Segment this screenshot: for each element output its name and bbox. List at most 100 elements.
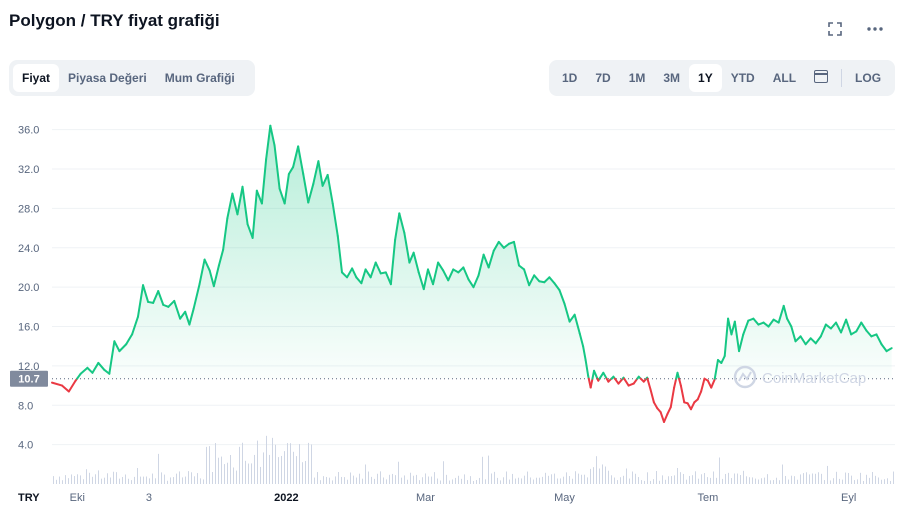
- volume-bar: [383, 477, 384, 484]
- volume-bar: [380, 471, 381, 484]
- volume-bar: [566, 472, 567, 484]
- price-line-segment: [412, 251, 420, 274]
- volume-bar: [212, 472, 213, 484]
- tab-price[interactable]: Fiyat: [13, 64, 60, 92]
- range-3m[interactable]: 3M: [663, 71, 681, 85]
- volume-bar: [320, 480, 321, 484]
- volume-bar: [149, 478, 150, 484]
- volume-bar: [98, 470, 99, 484]
- volume-bar: [770, 480, 771, 484]
- volume-bar: [812, 473, 813, 484]
- price-line-segment: [865, 329, 873, 338]
- price-line-segment: [673, 377, 678, 389]
- price-line-segment: [666, 406, 672, 416]
- volume-bar: [476, 480, 477, 484]
- volume-bar: [323, 476, 324, 484]
- price-line-segment: [198, 258, 206, 286]
- volume-bar: [80, 475, 81, 484]
- volume-bar: [533, 479, 534, 484]
- price-line-segment: [188, 307, 195, 326]
- volume-bar: [374, 478, 375, 484]
- price-line-segment: [152, 290, 160, 304]
- tab-market-cap[interactable]: Piyasa Değeri: [68, 71, 147, 85]
- calendar-icon[interactable]: [805, 64, 837, 92]
- volume-bar: [560, 478, 561, 484]
- volume-bar: [353, 475, 354, 484]
- y-tick-label: 24.0: [18, 243, 39, 255]
- volume-bar: [314, 477, 315, 484]
- volume-bar: [587, 477, 588, 484]
- volume-bar: [857, 479, 858, 484]
- volume-bar: [194, 476, 195, 484]
- range-all[interactable]: ALL: [772, 71, 797, 85]
- price-line-segment: [457, 266, 465, 274]
- range-1d[interactable]: 1D: [562, 71, 578, 85]
- volume-bar: [593, 467, 594, 484]
- range-ytd[interactable]: YTD: [730, 71, 755, 85]
- volume-bar: [572, 478, 573, 484]
- volume-bars: [53, 435, 894, 484]
- price-line-segment: [157, 290, 165, 306]
- price-line-segment: [364, 268, 372, 279]
- volume-bar: [182, 477, 183, 484]
- volume-bar: [650, 480, 651, 484]
- volume-bar: [611, 475, 612, 484]
- volume-bar: [743, 470, 744, 484]
- volume-bar: [878, 477, 879, 484]
- price-line-segment: [617, 377, 624, 385]
- volume-bar: [542, 476, 543, 484]
- volume-bar: [113, 471, 114, 484]
- volume-bar: [674, 475, 675, 484]
- volume-bar: [860, 472, 861, 484]
- volume-bar: [854, 480, 855, 484]
- volume-bar: [329, 477, 330, 484]
- volume-bar: [656, 471, 657, 484]
- volume-bar: [689, 475, 690, 484]
- price-line-segment: [302, 172, 310, 204]
- volume-bar: [89, 472, 90, 484]
- volume-bar: [146, 476, 147, 484]
- price-line-segment: [269, 124, 276, 147]
- volume-bar: [563, 476, 564, 484]
- price-line-segment: [437, 261, 445, 272]
- range-1m[interactable]: 1M: [628, 71, 646, 85]
- volume-bar: [467, 480, 468, 484]
- volume-bar: [569, 476, 570, 484]
- range-7d[interactable]: 7D: [595, 71, 611, 85]
- price-line-segment: [623, 377, 630, 387]
- x-tick-label: 3: [146, 492, 152, 504]
- price-line-segment: [786, 317, 793, 328]
- volume-bar: [158, 453, 159, 484]
- price-line-segment: [317, 160, 324, 187]
- fullscreen-icon[interactable]: [824, 18, 846, 40]
- volume-bar: [641, 480, 642, 484]
- price-line-segment: [568, 313, 576, 323]
- volume-bar: [734, 473, 735, 484]
- price-line-segment: [502, 242, 510, 249]
- range-1y[interactable]: 1Y: [689, 64, 722, 92]
- volume-bar: [116, 472, 117, 484]
- volume-bar: [275, 444, 276, 484]
- volume-bar: [821, 473, 822, 484]
- volume-bar: [758, 479, 759, 484]
- volume-bar: [305, 460, 306, 484]
- price-line-segment: [331, 202, 339, 237]
- volume-bar: [356, 477, 357, 484]
- price-line-segment: [422, 268, 429, 291]
- price-line-segment: [573, 313, 581, 335]
- log-toggle[interactable]: LOG: [855, 71, 882, 85]
- volume-bar: [281, 455, 282, 484]
- y-tick-label: 28.0: [18, 203, 39, 215]
- price-line-segment: [669, 386, 676, 409]
- volume-bar: [338, 471, 339, 484]
- tab-candlestick[interactable]: Mum Grafiği: [164, 71, 235, 85]
- volume-bar: [482, 456, 483, 484]
- volume-bar: [317, 472, 318, 484]
- volume-bar: [722, 478, 723, 484]
- volume-bar: [206, 446, 207, 484]
- volume-bar: [389, 474, 390, 484]
- volume-bar: [803, 473, 804, 484]
- volume-bar: [710, 477, 711, 484]
- more-dots-icon[interactable]: [864, 18, 886, 40]
